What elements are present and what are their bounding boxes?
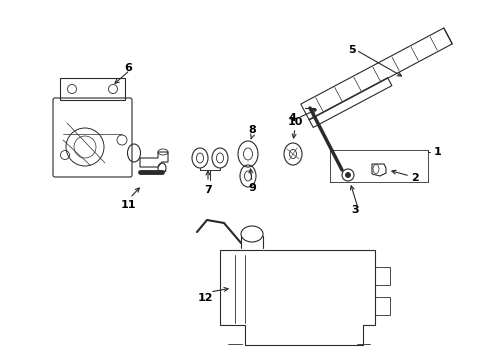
Text: 6: 6 <box>124 63 132 73</box>
Text: 8: 8 <box>247 125 255 135</box>
Text: 7: 7 <box>203 185 211 195</box>
Text: 4: 4 <box>287 113 295 123</box>
Text: 10: 10 <box>287 117 302 127</box>
Bar <box>60 78 125 100</box>
Text: 12: 12 <box>197 293 212 303</box>
Text: 2: 2 <box>410 173 418 183</box>
Text: 3: 3 <box>350 205 358 215</box>
Text: 11: 11 <box>120 200 136 210</box>
Text: 1: 1 <box>433 147 441 157</box>
Text: 5: 5 <box>347 45 355 55</box>
Text: 9: 9 <box>247 183 255 193</box>
Bar <box>374 267 389 285</box>
Bar <box>374 297 389 315</box>
Circle shape <box>345 172 350 177</box>
